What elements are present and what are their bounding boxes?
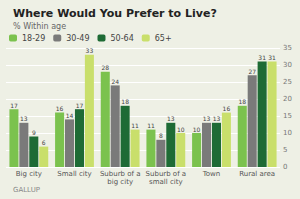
svg-text:Suburb of a: Suburb of a xyxy=(146,170,187,178)
svg-text:25: 25 xyxy=(283,78,292,86)
svg-text:Where Would You Prefer to Live: Where Would You Prefer to Live? xyxy=(13,7,217,20)
svg-text:16: 16 xyxy=(56,105,64,112)
svg-text:6: 6 xyxy=(42,139,46,146)
svg-text:16: 16 xyxy=(223,105,231,112)
svg-text:Suburb of a: Suburb of a xyxy=(100,170,141,178)
svg-text:13: 13 xyxy=(20,115,28,122)
svg-text:35: 35 xyxy=(283,44,292,52)
svg-text:11: 11 xyxy=(147,122,155,129)
svg-text:13: 13 xyxy=(213,115,221,122)
svg-text:13: 13 xyxy=(167,115,175,122)
svg-text:Town: Town xyxy=(202,170,221,178)
svg-text:14: 14 xyxy=(66,112,74,119)
svg-text:9: 9 xyxy=(32,129,36,136)
svg-text:20: 20 xyxy=(283,95,292,103)
svg-text:31: 31 xyxy=(268,54,276,61)
svg-text:30: 30 xyxy=(283,61,292,69)
svg-text:31: 31 xyxy=(258,54,266,61)
svg-text:28: 28 xyxy=(101,64,109,71)
svg-text:10: 10 xyxy=(193,126,201,133)
svg-text:18-29: 18-29 xyxy=(22,34,45,43)
svg-text:17: 17 xyxy=(76,102,84,109)
svg-text:5: 5 xyxy=(283,146,287,154)
svg-text:big city: big city xyxy=(107,178,133,186)
svg-text:Small city: Small city xyxy=(57,170,91,178)
svg-text:small city: small city xyxy=(149,178,183,186)
svg-text:Big city: Big city xyxy=(16,170,42,178)
svg-text:% Within age: % Within age xyxy=(13,22,66,31)
svg-text:17: 17 xyxy=(10,102,18,109)
svg-text:11: 11 xyxy=(131,122,139,129)
svg-text:18: 18 xyxy=(238,98,246,105)
svg-text:10: 10 xyxy=(283,129,292,137)
svg-text:18: 18 xyxy=(121,98,129,105)
svg-text:Rural area: Rural area xyxy=(239,170,275,178)
svg-text:30-49: 30-49 xyxy=(66,34,89,43)
svg-text:50-64: 50-64 xyxy=(110,34,133,43)
svg-text:0: 0 xyxy=(283,163,287,171)
svg-text:65+: 65+ xyxy=(155,34,172,43)
svg-text:GALLUP: GALLUP xyxy=(13,186,40,194)
svg-text:10: 10 xyxy=(177,126,185,133)
svg-text:33: 33 xyxy=(86,47,94,54)
svg-text:15: 15 xyxy=(283,112,292,120)
svg-text:8: 8 xyxy=(159,132,163,139)
svg-text:27: 27 xyxy=(248,68,256,75)
svg-text:13: 13 xyxy=(203,115,211,122)
svg-text:24: 24 xyxy=(111,78,119,85)
